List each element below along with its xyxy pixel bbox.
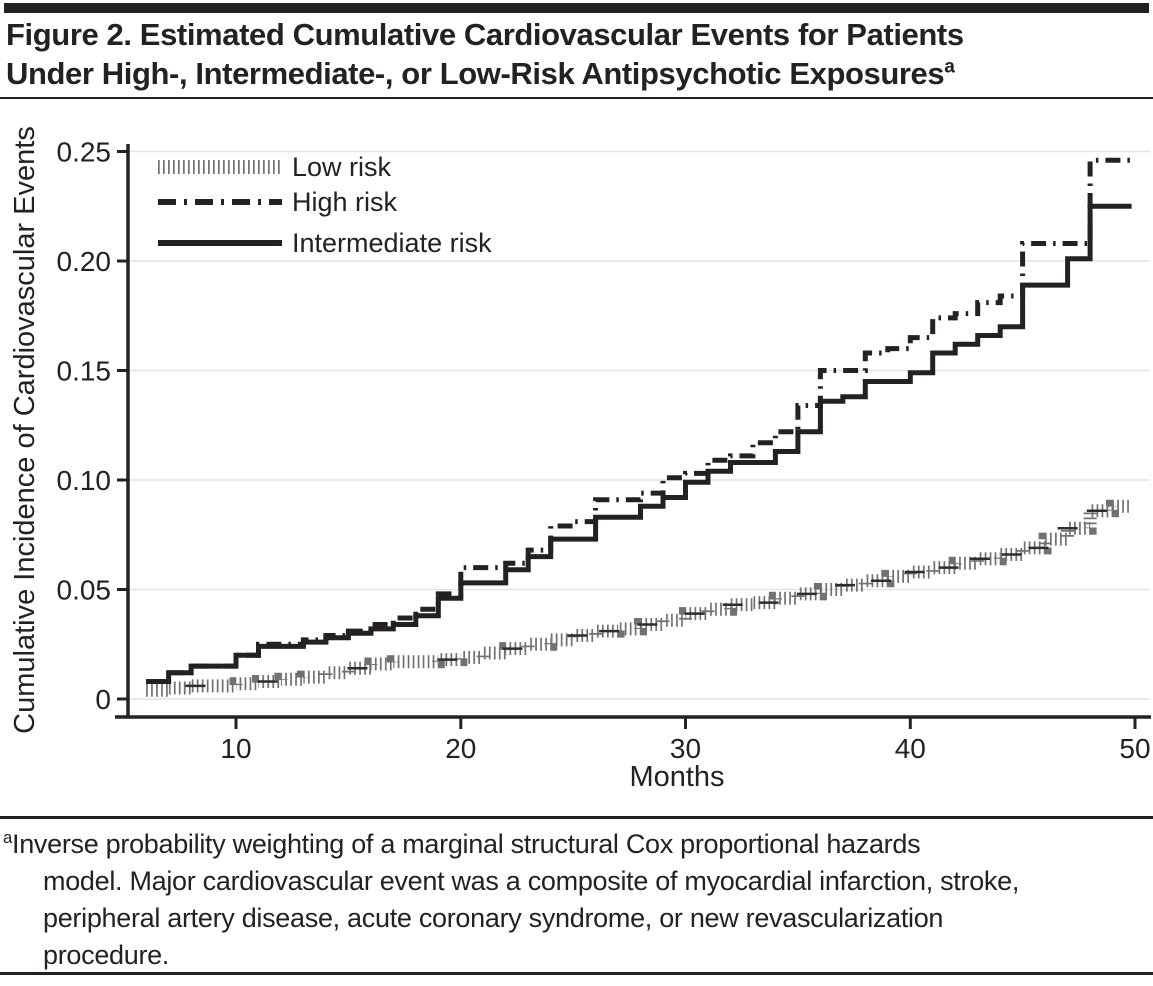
gridlines <box>128 150 1150 700</box>
legend-label-high-risk: High risk <box>292 187 398 217</box>
x-tick-label: 50 <box>1119 733 1150 764</box>
x-tick-label: 20 <box>445 733 476 764</box>
y-axis-title: Cumulative Incidence of Cardiovascular E… <box>9 126 41 734</box>
y-tick-label: 0.15 <box>57 356 112 387</box>
y-tick-label: 0 <box>95 684 111 715</box>
x-tick-label: 10 <box>220 733 251 764</box>
legend: Low risk High risk Intermediate risk <box>158 152 492 258</box>
series-intermediate-risk <box>146 203 1132 684</box>
footnote-line: aInverse probability weighting of a marg… <box>3 828 921 859</box>
footnote-line: model. Major cardiovascular event was a … <box>43 866 1020 896</box>
axes: 0 0.05 0.10 0.15 0.20 0.25 10 20 30 40 50 <box>57 137 1151 764</box>
x-tick-label: 40 <box>895 733 926 764</box>
title-divider <box>0 97 1153 99</box>
figure-title-line1: Figure 2. Estimated Cumulative Cardiovas… <box>6 17 964 52</box>
footnote-divider-bottom <box>0 972 1153 975</box>
cumulative-incidence-chart: 0 0.05 0.10 0.15 0.20 0.25 10 20 30 40 50 Low risk… <box>9 126 1151 793</box>
footnote: aInverse probability weighting of a marg… <box>3 826 1148 974</box>
figure-title-line2: Under High-, Intermediate-, or Low-Risk … <box>6 56 945 91</box>
x-axis-title: Months <box>629 761 724 793</box>
footnote-line: procedure. <box>43 940 170 970</box>
curves <box>146 157 1132 697</box>
x-tick-label: 30 <box>670 733 701 764</box>
series-high-risk <box>146 157 1132 684</box>
y-tick-label: 0.25 <box>57 137 112 168</box>
legend-label-low-risk: Low risk <box>292 152 392 182</box>
legend-label-intermediate-risk: Intermediate risk <box>292 228 492 258</box>
figure-title: Figure 2. Estimated Cumulative Cardiovas… <box>6 15 1149 93</box>
y-tick-label: 0.20 <box>57 246 112 277</box>
figure-title-superscript: a <box>944 56 955 78</box>
y-tick-label: 0.05 <box>57 575 112 606</box>
y-tick-label: 0.10 <box>57 465 112 496</box>
footnote-marker: a <box>3 828 13 847</box>
footnote-divider-top <box>0 816 1153 819</box>
top-rule <box>4 3 1149 13</box>
series-low-risk <box>146 499 1132 697</box>
footnote-line: peripheral artery disease, acute coronar… <box>43 903 944 933</box>
